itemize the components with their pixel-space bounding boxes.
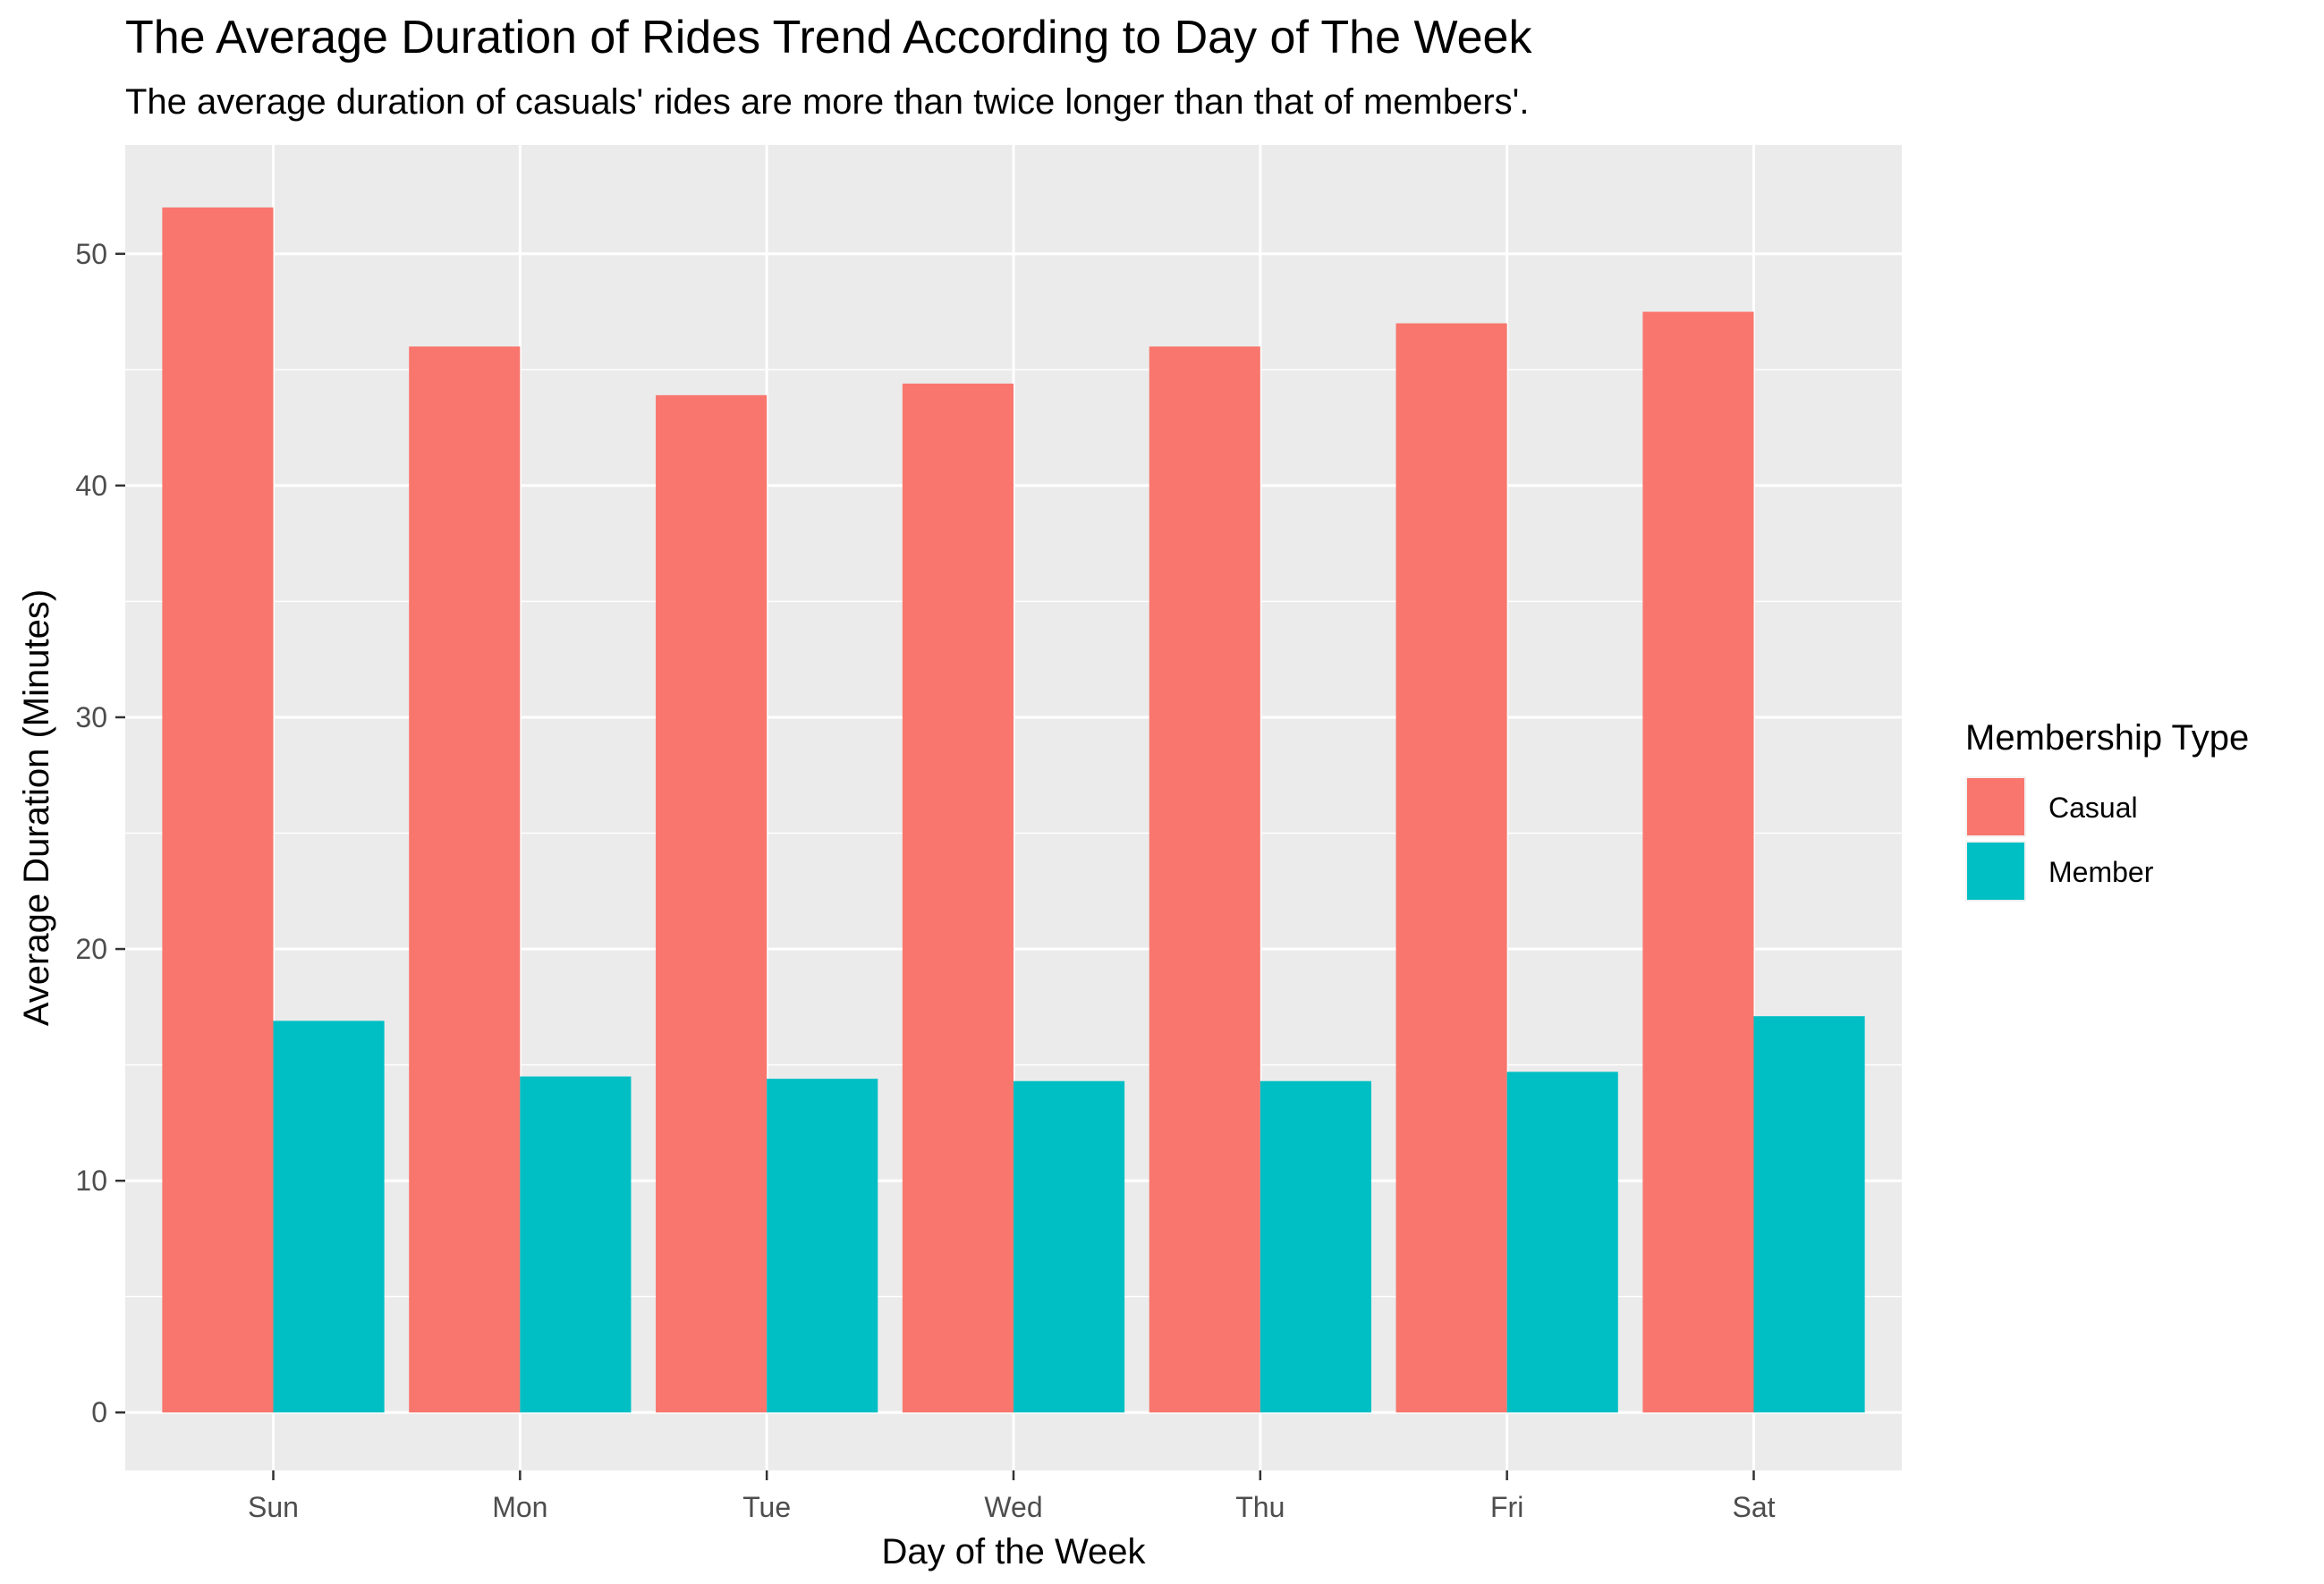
bar-casual-sat bbox=[1642, 311, 1754, 1413]
legend-label-casual: Casual bbox=[2048, 792, 2138, 824]
x-tick-label: Mon bbox=[492, 1491, 547, 1523]
y-tick-label: 20 bbox=[75, 933, 107, 965]
bar-casual-tue bbox=[656, 394, 768, 1413]
y-tick-label: 30 bbox=[75, 701, 107, 733]
bar-casual-mon bbox=[409, 346, 521, 1413]
chart-subtitle: The average duration of casuals' rides a… bbox=[125, 82, 1530, 122]
bars bbox=[162, 207, 1865, 1413]
bar-member-wed bbox=[1014, 1080, 1125, 1413]
bar-member-thu bbox=[1260, 1080, 1371, 1413]
legend-label-member: Member bbox=[2048, 856, 2154, 888]
bar-casual-wed bbox=[902, 383, 1014, 1413]
bar-casual-thu bbox=[1149, 346, 1260, 1413]
chart-title: The Average Duration of Rides Trend Acco… bbox=[125, 12, 1532, 64]
legend: Membership Type Casual Member bbox=[1965, 718, 2249, 902]
x-axis-label: Day of the Week bbox=[882, 1532, 1147, 1571]
y-axis-ticks: 0 10 20 30 40 50 bbox=[75, 238, 125, 1428]
y-tick-label: 50 bbox=[75, 238, 107, 270]
bar-member-fri bbox=[1506, 1072, 1618, 1413]
legend-swatch-casual bbox=[1967, 778, 2024, 835]
y-tick-label: 10 bbox=[75, 1165, 107, 1197]
bar-casual-fri bbox=[1395, 323, 1507, 1413]
bar-member-sat bbox=[1753, 1016, 1865, 1413]
legend-swatch-member bbox=[1967, 843, 2024, 900]
x-tick-label: Thu bbox=[1235, 1491, 1285, 1523]
bar-member-tue bbox=[767, 1079, 878, 1413]
y-axis-label: Average Duration (Minutes) bbox=[17, 589, 56, 1026]
bar-casual-sun bbox=[162, 207, 274, 1413]
y-tick-label: 40 bbox=[75, 470, 107, 502]
x-tick-label: Sat bbox=[1732, 1491, 1775, 1523]
x-tick-label: Tue bbox=[742, 1491, 791, 1523]
y-tick-label: 0 bbox=[91, 1396, 107, 1428]
bar-member-sun bbox=[273, 1021, 385, 1413]
x-tick-label: Wed bbox=[984, 1491, 1042, 1523]
legend-title: Membership Type bbox=[1965, 718, 2249, 758]
x-tick-label: Sun bbox=[248, 1491, 299, 1523]
bar-member-mon bbox=[520, 1076, 632, 1413]
x-axis-ticks: Sun Mon Tue Wed Thu Fri Sat bbox=[248, 1470, 1776, 1523]
x-tick-label: Fri bbox=[1490, 1491, 1523, 1523]
